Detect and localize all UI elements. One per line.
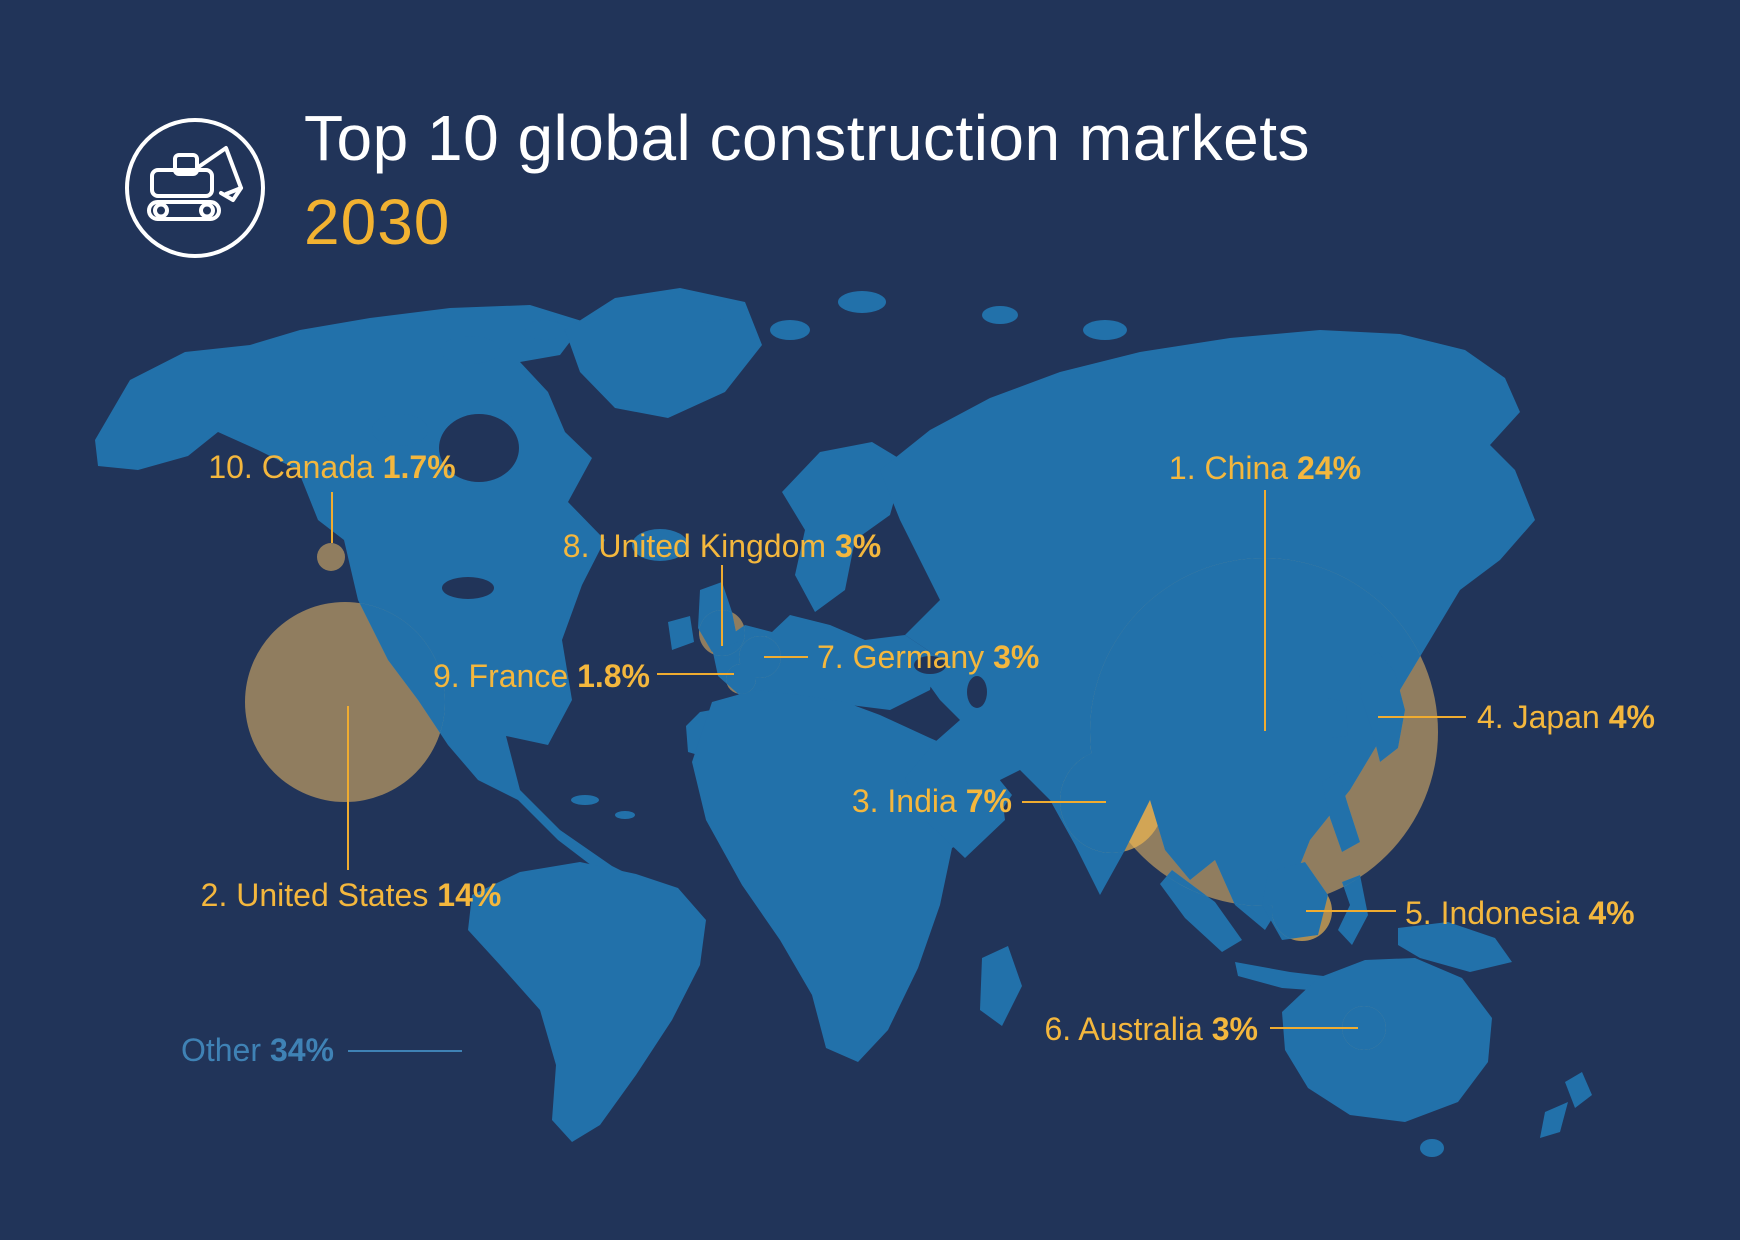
- label-germany-name: 7. Germany: [817, 639, 985, 675]
- landmass-indonesia: [1160, 870, 1242, 952]
- label-uk-name: 8. United Kingdom: [562, 528, 827, 564]
- inland-water: [439, 414, 987, 708]
- label-indonesia-share: 4%: [1588, 895, 1635, 931]
- label-china-name: 1. China: [1168, 450, 1289, 486]
- label-other: Other 34%: [181, 1030, 334, 1070]
- label-united-states: 2. United States 14%: [201, 875, 502, 915]
- landmass-scandinavia: [782, 442, 905, 612]
- label-japan-name: 4. Japan: [1477, 699, 1600, 735]
- label-india-name: 3. India: [851, 783, 957, 819]
- label-japan: 4. Japan 4%: [1477, 697, 1655, 737]
- excavator-icon: [125, 118, 265, 258]
- landmass-australia: [1282, 958, 1492, 1122]
- label-us-name: 2. United States: [200, 877, 429, 913]
- label-germany: 7. Germany 3%: [817, 637, 1039, 677]
- label-china-share: 24%: [1297, 450, 1362, 486]
- label-other-share: 34%: [269, 1032, 334, 1068]
- label-china: 1. China 24%: [1169, 448, 1361, 488]
- label-australia-name: 6. Australia: [1044, 1011, 1203, 1047]
- label-uk-share: 3%: [834, 528, 882, 564]
- label-canada: 10. Canada 1.7%: [208, 447, 455, 487]
- label-france-name: 9. France: [432, 658, 569, 694]
- label-canada-name: 10. Canada: [208, 449, 374, 485]
- label-japan-share: 4%: [1608, 699, 1655, 735]
- landmass-south-america: [468, 862, 706, 1142]
- label-india: 3. India 7%: [852, 781, 1012, 821]
- label-india-share: 7%: [965, 783, 1012, 819]
- label-indonesia-name: 5. Indonesia: [1405, 895, 1580, 931]
- bubble-canada: [317, 543, 345, 571]
- landmass-greenland: [565, 288, 762, 418]
- label-australia-share: 3%: [1211, 1011, 1258, 1047]
- label-australia: 6. Australia 3%: [1044, 1009, 1258, 1049]
- label-germany-share: 3%: [993, 639, 1040, 675]
- label-other-name: Other: [180, 1032, 261, 1068]
- label-france: 9. France 1.8%: [433, 656, 650, 696]
- page-title: Top 10 global construction markets: [304, 102, 1310, 174]
- label-france-share: 1.8%: [577, 658, 650, 694]
- header: Top 10 global construction markets 2030: [304, 96, 1310, 265]
- label-us-share: 14%: [437, 877, 502, 913]
- page-subtitle-year: 2030: [304, 186, 451, 259]
- label-indonesia: 5. Indonesia 4%: [1405, 893, 1635, 933]
- connector-lines: [331, 490, 1466, 1029]
- label-united-kingdom: 8. United Kingdom 3%: [563, 526, 881, 566]
- label-canada-share: 1.7%: [382, 449, 456, 485]
